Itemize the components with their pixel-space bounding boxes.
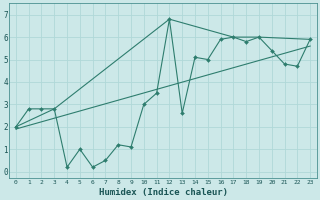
X-axis label: Humidex (Indice chaleur): Humidex (Indice chaleur) <box>99 188 228 197</box>
